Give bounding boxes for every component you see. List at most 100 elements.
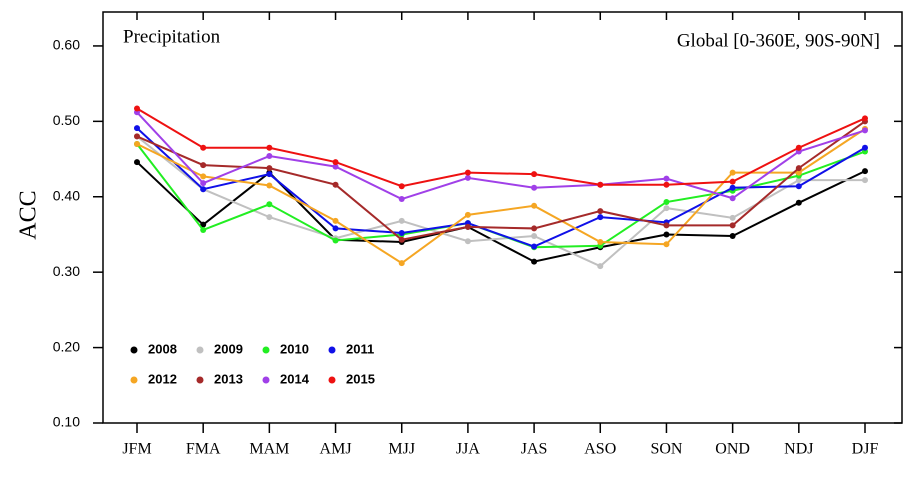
data-point xyxy=(266,201,273,208)
data-point xyxy=(531,184,538,191)
data-point xyxy=(729,222,736,229)
data-point xyxy=(862,115,868,122)
data-point xyxy=(200,144,207,151)
data-point xyxy=(134,125,140,132)
data-point xyxy=(597,214,604,221)
annotation: Global [0-360E, 90S-90N] xyxy=(677,30,880,51)
data-point xyxy=(862,127,868,134)
data-point xyxy=(729,232,736,239)
y-axis-label: ACC xyxy=(16,190,42,239)
x-tick-label: SON xyxy=(650,441,682,458)
data-point xyxy=(597,208,604,215)
data-point xyxy=(729,184,736,191)
data-point xyxy=(200,162,207,169)
legend-marker xyxy=(196,346,204,354)
data-point xyxy=(266,214,273,221)
data-point xyxy=(134,133,140,140)
series-line xyxy=(136,107,866,188)
data-point xyxy=(464,169,471,176)
x-tick-label: JFM xyxy=(122,441,151,458)
y-tick-label: 0.50 xyxy=(53,112,80,128)
data-point xyxy=(663,175,670,182)
legend-label: 2011 xyxy=(346,341,374,356)
data-point xyxy=(795,165,802,172)
data-point xyxy=(663,241,670,248)
x-tick-label: OND xyxy=(715,441,750,458)
data-point xyxy=(531,202,538,209)
x-tick-label: NDJ xyxy=(784,441,813,458)
legend-label: 2010 xyxy=(280,341,309,356)
series-line xyxy=(136,111,866,201)
data-point xyxy=(663,231,670,238)
data-point xyxy=(464,174,471,181)
data-point xyxy=(200,173,207,180)
data-point xyxy=(332,159,339,166)
data-point xyxy=(862,177,868,184)
legend-label: 2009 xyxy=(214,341,243,356)
x-tick-label: MJJ xyxy=(388,441,415,458)
data-point xyxy=(597,181,604,188)
data-point xyxy=(332,217,339,224)
data-point xyxy=(134,159,140,166)
data-point xyxy=(464,238,471,245)
data-point xyxy=(398,183,405,190)
data-point xyxy=(729,169,736,176)
data-point xyxy=(795,144,802,151)
data-point xyxy=(266,182,273,189)
data-point xyxy=(597,239,604,246)
data-point xyxy=(266,171,273,178)
data-point xyxy=(266,153,273,160)
series-line xyxy=(136,161,866,263)
data-point xyxy=(663,222,670,229)
data-point xyxy=(597,263,604,270)
legend-label: 2014 xyxy=(280,371,310,386)
data-point xyxy=(134,105,140,112)
plot-frame xyxy=(102,11,903,424)
series-line xyxy=(136,143,866,249)
annotation: Precipitation xyxy=(123,26,221,47)
y-tick-label: 0.30 xyxy=(53,263,80,279)
y-tick-label: 0.60 xyxy=(53,37,80,53)
data-point xyxy=(200,226,207,233)
data-point xyxy=(332,237,339,244)
legend-marker xyxy=(328,376,336,384)
legend-label: 2008 xyxy=(148,341,177,356)
x-tick-label: FMA xyxy=(186,441,221,458)
data-point xyxy=(531,258,538,265)
data-point xyxy=(398,236,405,243)
legend-label: 2013 xyxy=(214,371,243,386)
data-point xyxy=(663,181,670,188)
legend-label: 2012 xyxy=(148,371,177,386)
data-point xyxy=(464,223,471,230)
data-point xyxy=(266,165,273,172)
data-point xyxy=(795,183,802,190)
data-point xyxy=(531,232,538,239)
x-tick-label: AMJ xyxy=(320,441,352,458)
data-point xyxy=(663,199,670,206)
legend-marker xyxy=(262,346,270,354)
x-tick-label: DJF xyxy=(852,441,879,458)
data-point xyxy=(531,243,538,250)
data-point xyxy=(332,163,339,170)
data-point xyxy=(134,140,140,147)
data-point xyxy=(398,260,405,267)
series-line xyxy=(136,120,866,241)
y-tick-label: 0.10 xyxy=(53,414,80,430)
data-point xyxy=(729,178,736,185)
data-point xyxy=(795,169,802,176)
data-point xyxy=(531,171,538,178)
data-point xyxy=(862,144,868,151)
data-point xyxy=(729,195,736,202)
y-tick-label: 0.40 xyxy=(53,187,80,203)
data-point xyxy=(729,214,736,221)
data-point xyxy=(795,177,802,184)
data-point xyxy=(332,181,339,188)
data-point xyxy=(200,186,207,193)
data-point xyxy=(795,199,802,206)
x-tick-label: ASO xyxy=(584,441,616,458)
data-point xyxy=(332,225,339,232)
legend-marker xyxy=(328,346,336,354)
legend-marker xyxy=(130,376,138,384)
data-point xyxy=(862,168,868,175)
